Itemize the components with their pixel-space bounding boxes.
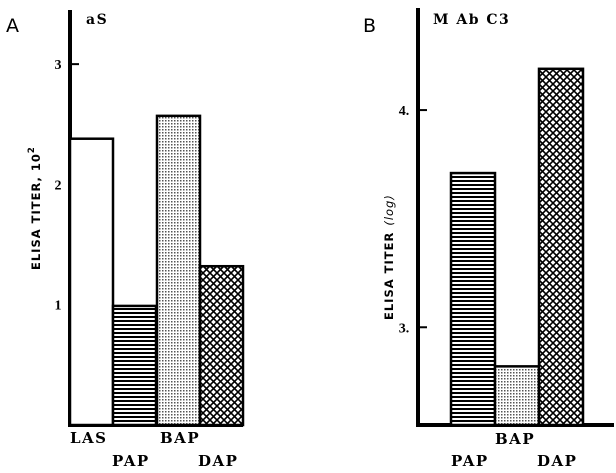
panel-b-y-tick-label: 3. [399, 321, 410, 336]
panel-a-y-tick-label: 1 [55, 299, 62, 314]
panel-a-y-axis-label-exponent: 2 [27, 146, 37, 153]
panel-a-title: aS [86, 12, 108, 28]
panel-b-bar-bap [493, 365, 541, 427]
panel-b-bar-dap [537, 67, 585, 427]
panel-b-y-axis-label-unit: (log) [382, 194, 396, 226]
panel-a-bar-bap [155, 114, 202, 427]
panel-b-letter: B [363, 15, 376, 37]
panel-a-bars [68, 114, 245, 427]
panel-b-y-axis-label-text: ELISA TITER [382, 232, 396, 320]
panel-b-category-label-pap: PAP [451, 452, 489, 470]
panel-a-y-tick-label: 2 [55, 178, 62, 193]
panel-a-category-label-pap: PAP [112, 452, 150, 470]
panel-b-bars [449, 67, 585, 427]
panel-a-category-label-las: LAS [70, 429, 108, 447]
panel-a-bar-pap [111, 304, 158, 427]
panel-a-y-axis-label: ELISA TITER, 102 [27, 146, 43, 270]
panel-b-bar-pap [449, 171, 497, 427]
panel-a-bar-las [68, 137, 115, 427]
panel-b-y-tick-label: 4. [399, 104, 410, 119]
panel-a-letter: A [6, 15, 19, 37]
panel-a-y-axis-label-text: ELISA TITER, 10 [29, 153, 43, 270]
panel-a-category-label-bap: BAP [160, 429, 200, 447]
panel-b-category-label-bap: BAP [495, 430, 535, 448]
panel-b: B M Ab C3 ELISA TITER (log) 3. 4. PAP BAPDA… [363, 8, 614, 470]
panel-a-bar-dap [198, 264, 245, 427]
panel-a-category-label-dap: DAP [198, 452, 238, 470]
panel-b-title: M Ab C3 [433, 12, 510, 28]
panel-a-y-tick-label: 3 [55, 58, 62, 73]
panel-b-y-ticks: 3. 4. [399, 104, 427, 336]
panel-b-y-axis-label: ELISA TITER (log) [382, 194, 396, 320]
panel-b-category-label-dap: DAP [537, 452, 577, 470]
